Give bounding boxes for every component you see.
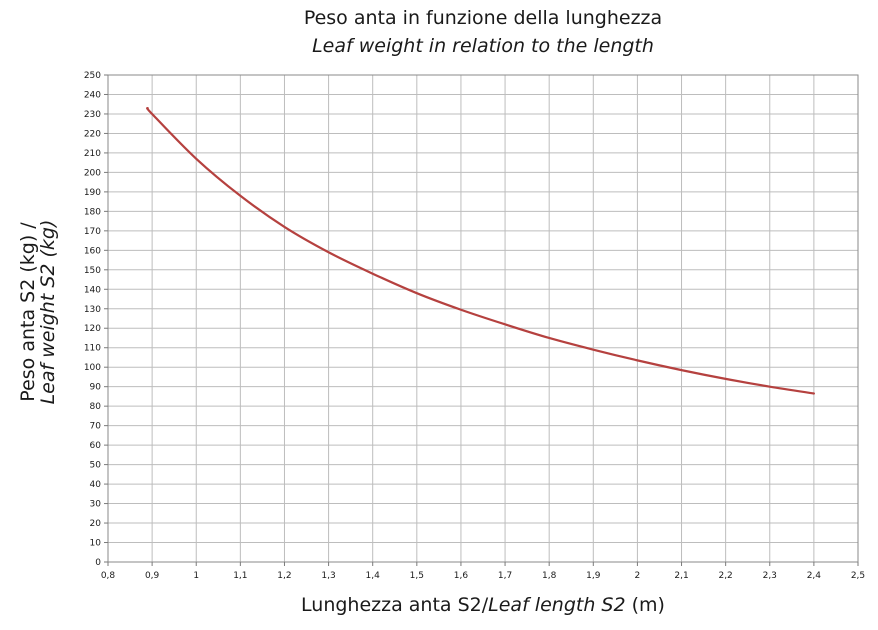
y-tick-label: 110 xyxy=(84,344,101,354)
x-tick-label: 1,5 xyxy=(410,571,424,581)
plot-frame xyxy=(107,74,859,563)
x-tick-label: 1,4 xyxy=(366,571,381,581)
x-tick-label: 1,9 xyxy=(586,571,601,581)
y-tick-label: 100 xyxy=(84,363,101,373)
x-tick-label: 2,5 xyxy=(851,571,865,581)
y-tick-label: 140 xyxy=(84,285,101,295)
y-tick-label: 120 xyxy=(84,324,101,334)
x-tick-label: 0,8 xyxy=(101,571,116,581)
y-tick-label: 150 xyxy=(84,266,101,276)
y-tick-label: 220 xyxy=(84,129,101,139)
y-tick-label: 10 xyxy=(90,539,102,549)
y-tick-label: 70 xyxy=(90,422,102,432)
x-tick-label: 1,8 xyxy=(542,571,557,581)
x-tick-label: 1,3 xyxy=(321,571,335,581)
y-tick-label: 80 xyxy=(90,402,102,412)
y-tick-label: 170 xyxy=(84,227,101,237)
y-tick-label: 250 xyxy=(84,71,101,81)
y-tick-label: 90 xyxy=(90,383,102,393)
y-tick-label: 20 xyxy=(90,519,102,529)
x-tick-label: 2,2 xyxy=(718,571,732,581)
x-tick-label: 1,6 xyxy=(454,571,469,581)
x-tick-label: 2 xyxy=(635,571,641,581)
x-tick-label: 2,3 xyxy=(763,571,777,581)
x-axis-title-main: Lunghezza anta S2/ xyxy=(301,594,489,616)
x-axis-title-unit: (m) xyxy=(631,594,665,616)
y-tick-label: 60 xyxy=(90,441,102,451)
series-line xyxy=(146,107,815,395)
y-tick-label: 0 xyxy=(95,558,101,568)
y-tick-label: 30 xyxy=(90,500,102,510)
y-tick-label: 50 xyxy=(90,461,102,471)
x-tick-label: 1 xyxy=(193,571,199,581)
chart-subtitle: Leaf weight in relation to the length xyxy=(312,35,654,57)
y-tick-label: 200 xyxy=(84,168,101,178)
x-tick-label: 2,1 xyxy=(674,571,688,581)
x-axis-title-italic: Leaf length S2 xyxy=(488,594,626,616)
y-tick-label: 160 xyxy=(84,246,101,256)
x-tick-label: 1,7 xyxy=(498,571,512,581)
y-tick-label: 40 xyxy=(90,480,102,490)
chart-grid xyxy=(107,74,859,563)
x-tick-label: 1,2 xyxy=(277,571,291,581)
x-tick-label: 0,9 xyxy=(145,571,160,581)
y-axis-ticks: 0 10 20 30 40 50 60 70 80 90 100 110 120 130 140 150 160… xyxy=(84,71,108,568)
y-tick-label: 210 xyxy=(84,149,101,159)
y-tick-label: 180 xyxy=(84,207,101,217)
y-tick-label: 230 xyxy=(84,110,101,120)
chart-title: Peso anta in funzione della lunghezza xyxy=(303,7,663,29)
y-tick-label: 240 xyxy=(84,90,101,100)
x-tick-label: 1,1 xyxy=(233,571,247,581)
y-tick-label: 130 xyxy=(84,305,101,315)
x-tick-label: 2,4 xyxy=(807,571,822,581)
x-axis-title: Lunghezza anta S2/Leaf length S2 (m) xyxy=(0,594,878,616)
y-tick-label: 190 xyxy=(84,188,101,198)
x-axis-ticks: 0,8 0,9 1 1,1 1,2 1,3 1,4 1,5 1,6 1,7 1,8 1,9 2 2,1 2,… xyxy=(101,562,865,581)
chart-title-block: Peso anta in funzione della lunghezza Le… xyxy=(0,4,878,60)
chart-series xyxy=(146,107,815,395)
